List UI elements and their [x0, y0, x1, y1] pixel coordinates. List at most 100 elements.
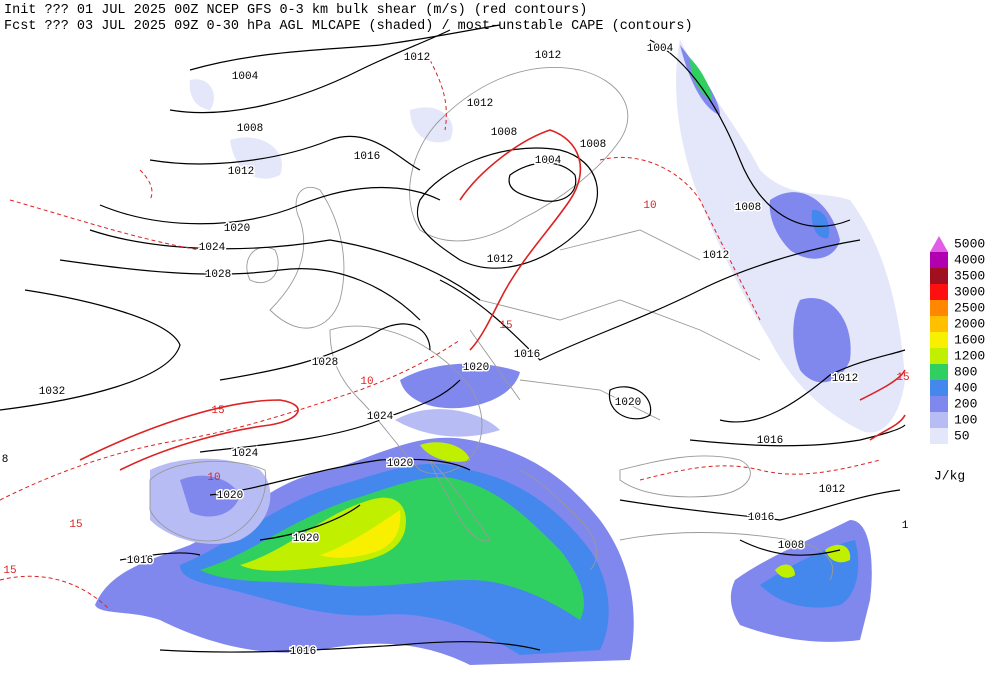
- legend-label: 3000: [954, 284, 985, 299]
- coastline: [469, 229, 761, 421]
- isobar-label: 1008: [237, 123, 263, 135]
- cape-area: [420, 442, 470, 462]
- isobar-label: 1012: [819, 484, 845, 496]
- legend-swatch: [930, 396, 948, 412]
- header-line: Fcst ??? 03 JUL 2025 09Z 0-30 hPa AGL ML…: [4, 19, 693, 34]
- coastlines: [149, 67, 833, 581]
- legend-label: 800: [954, 364, 977, 379]
- legend-label: 100: [954, 412, 977, 427]
- cape-area: [180, 475, 240, 517]
- coastline: [519, 469, 597, 571]
- isobar: [199, 379, 461, 453]
- isobar-label: 1028: [205, 269, 231, 281]
- isobar-label: 1024: [367, 411, 394, 423]
- isobars: [0, 24, 906, 653]
- shear-contour: [859, 369, 906, 441]
- isobar: [439, 239, 861, 361]
- isobar-labels: 1004 1008 1012 1020 1024 1028 1032 1028 1024 1020…: [0, 41, 910, 659]
- isobar-label: 1032: [39, 386, 65, 398]
- cape-shading: [95, 40, 905, 665]
- isobar-label: 1012: [467, 98, 493, 110]
- legend-swatch: [930, 268, 948, 284]
- cape-area: [825, 544, 851, 563]
- isobar: [508, 162, 577, 202]
- legend-swatch: [930, 252, 948, 268]
- header: Init ??? 01 JUL 2025 00Z NCEP GFS 0-3 km…: [4, 3, 693, 34]
- shear-label: 15: [69, 519, 82, 531]
- isobar: [608, 386, 652, 420]
- coastline: [269, 186, 345, 329]
- isobar: [99, 186, 441, 225]
- isobar-label: 1004: [647, 43, 674, 55]
- isobar-label: 1028: [312, 357, 338, 369]
- isobar-label: 1016: [354, 151, 380, 163]
- isobar-label: 1020: [615, 397, 641, 409]
- legend-swatch: [930, 412, 948, 428]
- legend-swatch: [930, 364, 948, 380]
- isobar-label: 1024: [199, 242, 226, 254]
- isobar-label: 1012: [703, 250, 729, 262]
- shear-contour: [0, 199, 201, 611]
- shear-label: 15: [211, 405, 224, 417]
- legend-swatch: [930, 348, 948, 364]
- isobar-label: 1020: [217, 490, 243, 502]
- isobar-label: 1016: [514, 349, 540, 361]
- isobar-label: 1: [902, 520, 909, 532]
- legend-label: 200: [954, 396, 977, 411]
- isobar-label: 1004: [232, 71, 259, 83]
- isobar: [219, 323, 431, 381]
- isobar: [619, 489, 901, 521]
- isobar-label: 1020: [224, 223, 250, 235]
- isobar: [0, 289, 181, 411]
- cape-area: [769, 192, 840, 259]
- legend-swatch: [930, 380, 948, 396]
- isobar: [119, 552, 541, 653]
- legend: 5000400035003000250020001600120080040020…: [930, 236, 985, 483]
- coastline: [429, 459, 491, 542]
- shear-contour: [599, 156, 761, 321]
- isobar-label: 1012: [487, 254, 513, 266]
- legend-label: 1600: [954, 332, 985, 347]
- isobar-label: 1008: [580, 139, 606, 151]
- legend-label: 3500: [954, 268, 985, 283]
- coastline: [149, 460, 267, 542]
- legend-swatch: [930, 316, 948, 332]
- shear-contours: [0, 59, 906, 611]
- legend-label: 2500: [954, 300, 985, 315]
- isobar: [739, 539, 841, 556]
- legend-swatch: [930, 300, 948, 316]
- isobar: [89, 229, 481, 301]
- cape-area: [395, 409, 500, 437]
- coastline: [619, 532, 833, 581]
- isobar: [209, 458, 471, 496]
- coastline: [246, 246, 279, 284]
- legend-swatch: [930, 236, 948, 252]
- isobar: [649, 39, 851, 227]
- shear-labels: 15 10 15 15 10 15 10 15: [3, 200, 909, 577]
- shear-label: 10: [207, 472, 220, 484]
- shear-contour: [79, 399, 299, 471]
- shear-contour: [459, 129, 582, 351]
- legend-swatch: [930, 332, 948, 348]
- legend-label: 4000: [954, 252, 985, 267]
- shear-contour: [139, 59, 447, 201]
- coastline: [619, 455, 751, 498]
- cape-area: [690, 58, 712, 100]
- header-line: Init ??? 01 JUL 2025 00Z NCEP GFS 0-3 km…: [4, 3, 587, 18]
- cape-area: [793, 298, 851, 383]
- legend-label: 50: [954, 428, 970, 443]
- shear-label: 15: [3, 565, 16, 577]
- isobar: [719, 349, 906, 423]
- isobar-label: 1012: [404, 52, 430, 64]
- isobar-label: 1020: [463, 362, 489, 374]
- cape-area: [230, 137, 282, 179]
- legend-label: 5000: [954, 236, 985, 251]
- isobar-label: 1016: [748, 512, 774, 524]
- isobar-label: 1008: [735, 202, 761, 214]
- isobar-label: 1008: [778, 540, 804, 552]
- cape-area: [775, 564, 795, 578]
- isobar-label: 1024: [232, 448, 259, 460]
- legend-label: 1200: [954, 348, 985, 363]
